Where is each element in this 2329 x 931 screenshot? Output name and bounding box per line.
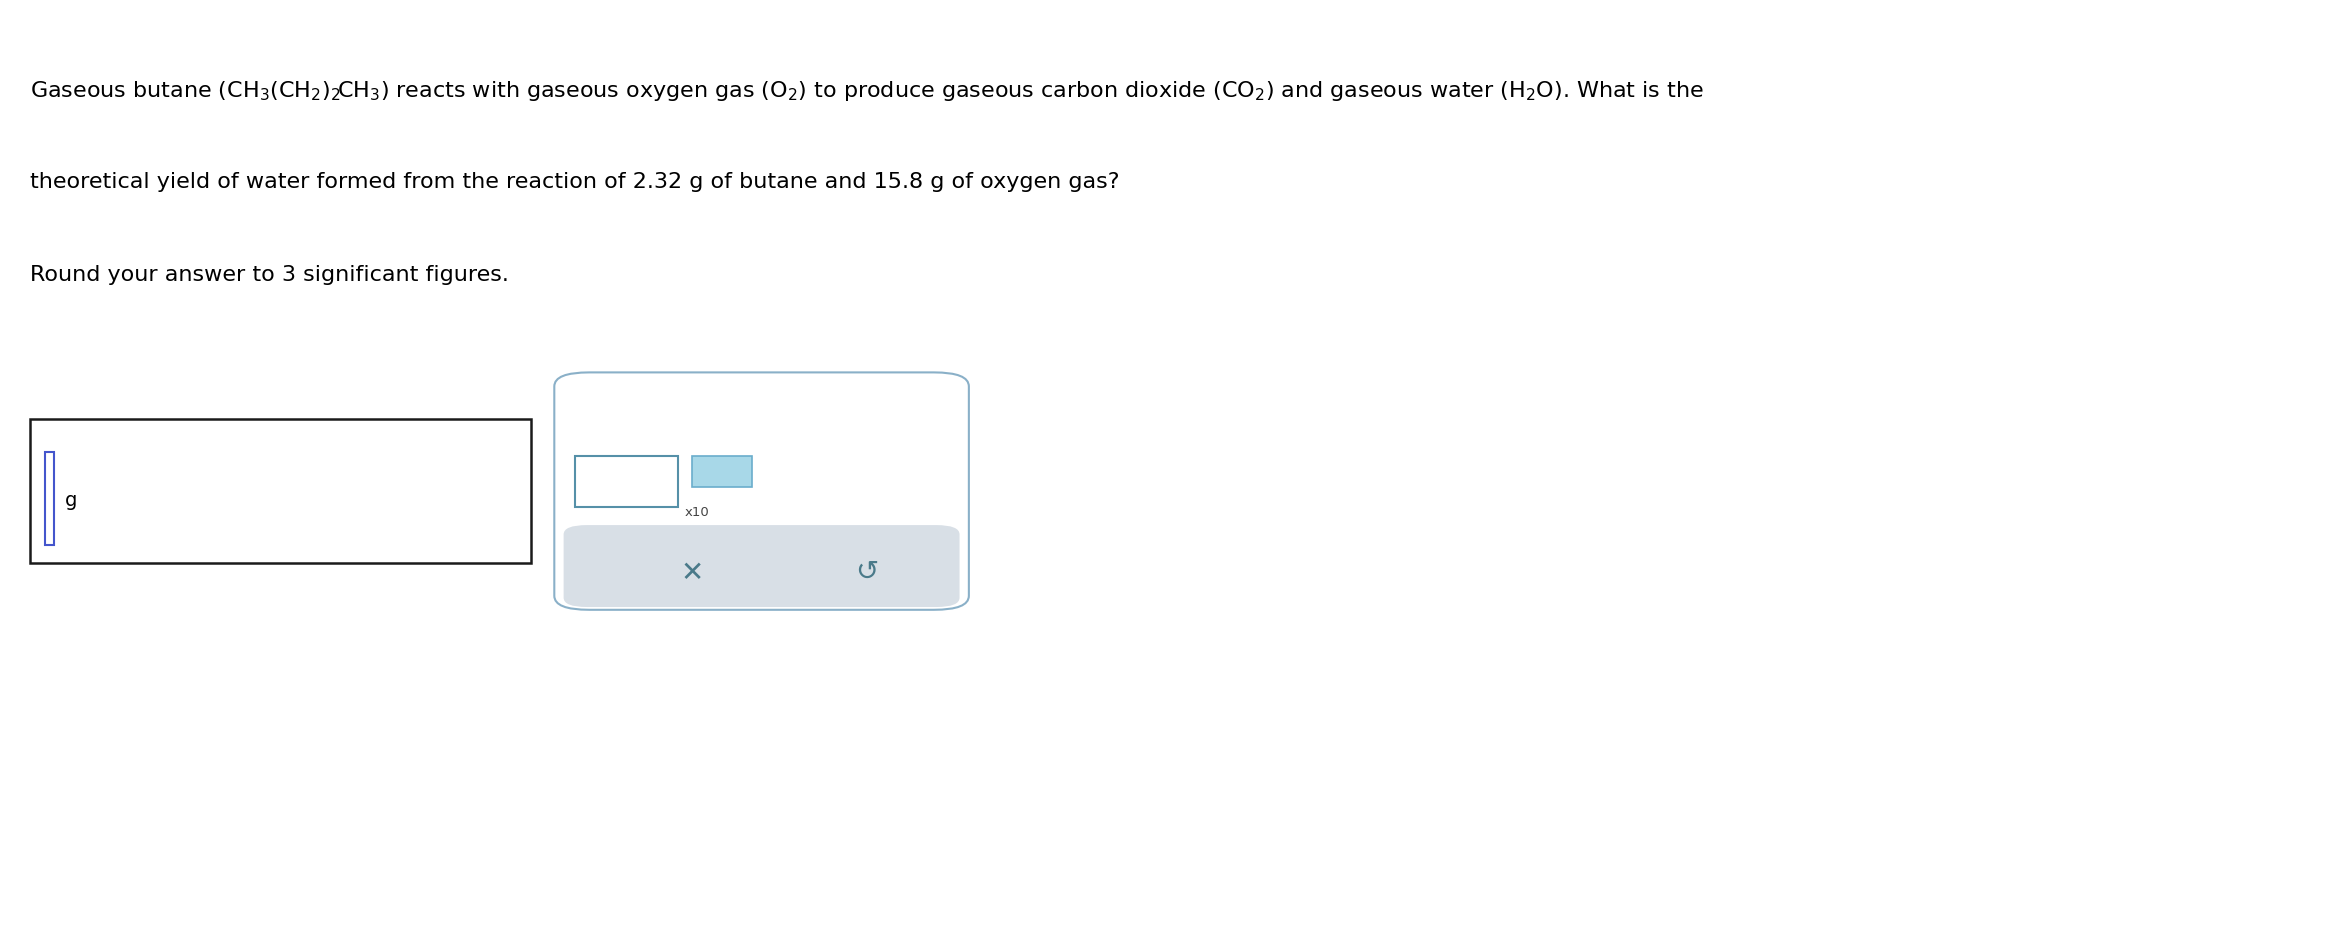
Text: ↺: ↺ bbox=[855, 558, 878, 586]
FancyBboxPatch shape bbox=[692, 456, 752, 487]
FancyBboxPatch shape bbox=[47, 452, 54, 545]
Text: x10: x10 bbox=[685, 506, 710, 519]
Text: ✕: ✕ bbox=[680, 559, 703, 587]
Text: Gaseous butane $\left(\mathrm{CH_3}\left(\mathrm{CH_2}\right)_2\!\mathrm{CH_3}\r: Gaseous butane $\left(\mathrm{CH_3}\left… bbox=[30, 79, 1705, 103]
FancyBboxPatch shape bbox=[564, 525, 960, 607]
Text: theoretical yield of water formed from the reaction of 2.32 g of butane and 15.8: theoretical yield of water formed from t… bbox=[30, 172, 1120, 192]
Text: Round your answer to 3 significant figures.: Round your answer to 3 significant figur… bbox=[30, 265, 510, 285]
FancyBboxPatch shape bbox=[30, 419, 531, 563]
Text: g: g bbox=[65, 492, 77, 510]
FancyBboxPatch shape bbox=[554, 372, 969, 610]
FancyBboxPatch shape bbox=[575, 456, 678, 507]
